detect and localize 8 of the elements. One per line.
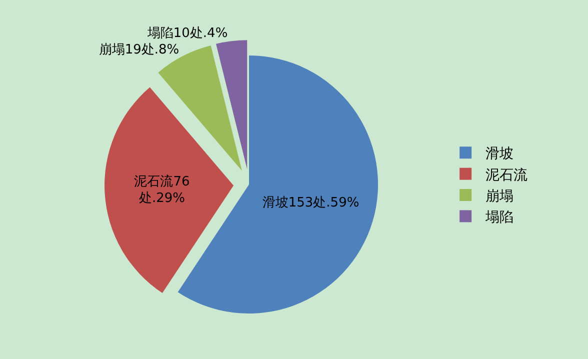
legend-label: 泥石流 xyxy=(486,167,528,184)
legend-label: 崩塌 xyxy=(486,188,514,204)
data-label: 塌陷10处.4% xyxy=(146,26,228,42)
legend-label: 滑坡 xyxy=(486,146,514,162)
data-label: 泥石流76 处.29% xyxy=(134,173,190,206)
legend-label: 塌陷 xyxy=(484,210,514,226)
data-label: 崩塌19处.8% xyxy=(98,42,180,58)
data-label: 滑坡153处.59% xyxy=(262,196,360,211)
